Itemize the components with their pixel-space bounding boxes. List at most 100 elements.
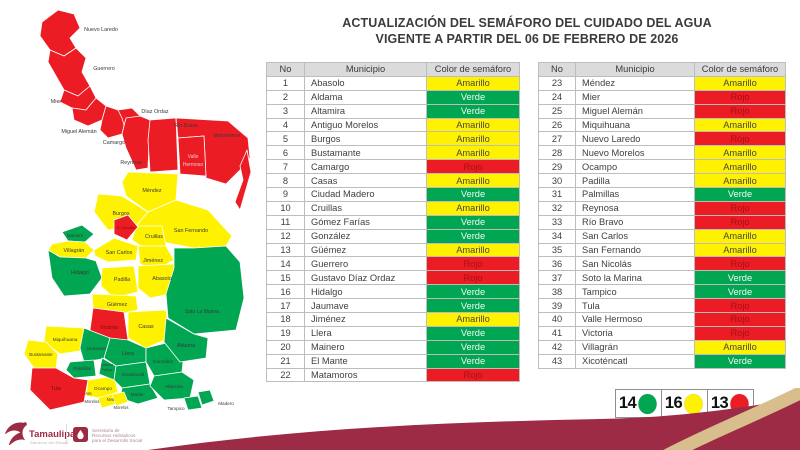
cell-municipio: Bustamante — [304, 145, 427, 161]
cell-number: 14 — [266, 256, 305, 272]
cell-municipio: San Carlos — [575, 228, 695, 244]
cell-semaforo: Amarillo — [426, 131, 520, 147]
cell-number: 17 — [266, 298, 305, 314]
footer-band-gold-swoosh — [663, 388, 800, 450]
cell-number: 11 — [266, 214, 305, 230]
cell-number: 22 — [266, 367, 305, 383]
cell-number: 25 — [538, 103, 576, 119]
cell-number: 8 — [266, 173, 305, 189]
cell-semaforo: Verde — [426, 103, 520, 119]
cell-semaforo: Verde — [426, 214, 520, 230]
cell-municipio: Nuevo Morelos — [575, 145, 695, 161]
table-row: 16 Hidalgo Verde — [266, 284, 520, 300]
table-row: 40 Valle Hermoso Rojo — [538, 312, 786, 327]
cell-number: 10 — [266, 200, 305, 216]
map-label-soto-la-marina: Soto La Marina — [185, 309, 219, 315]
map-region-valle-hermoso — [177, 135, 207, 177]
cell-semaforo: Amarillo — [426, 312, 520, 327]
cell-semaforo: Amarillo — [694, 339, 786, 355]
column-header: No — [538, 62, 576, 77]
cell-number: 38 — [538, 284, 576, 300]
cell-number: 18 — [266, 312, 305, 327]
cell-semaforo: Amarillo — [426, 173, 520, 189]
map-label-gomez-farias: Gómez — [101, 363, 113, 367]
map-region-ciudad-madero — [197, 389, 215, 406]
map-label-san-carlos: San Carlos — [106, 250, 133, 256]
cell-number: 26 — [538, 117, 576, 133]
cell-number: 4 — [266, 117, 305, 133]
cell-municipio: Gómez Farías — [304, 214, 427, 230]
page-title-line1: ACTUALIZACIÓN DEL SEMÁFORO DEL CUIDADO D… — [342, 16, 712, 30]
footer-band-maroon — [148, 398, 800, 450]
cell-semaforo: Amarillo — [694, 242, 786, 258]
brand-subtitle: Gobierno del Estado — [30, 441, 69, 445]
table-row: 24 Mier Rojo — [538, 89, 786, 105]
cell-municipio: Nuevo Laredo — [575, 131, 695, 147]
column-header: Color de semáforo — [694, 62, 786, 77]
cell-semaforo: Rojo — [694, 214, 786, 230]
map-region-tampico — [183, 395, 203, 411]
cell-number: 13 — [266, 242, 305, 258]
cell-number: 39 — [538, 298, 576, 314]
cell-number: 33 — [538, 214, 576, 230]
cell-municipio: Villagrán — [575, 339, 695, 355]
cell-semaforo: Rojo — [426, 159, 520, 175]
table-row: 27 Nuevo Laredo Rojo — [538, 131, 786, 147]
map-region-nuevo-laredo — [39, 9, 81, 57]
table-row: 23 Méndez Amarillo — [538, 75, 786, 91]
cell-semaforo: Rojo — [694, 103, 786, 119]
map-region-reynosa — [121, 115, 151, 171]
map-label-san-fernando: San Fernando — [174, 228, 208, 234]
cell-semaforo: Verde — [426, 325, 520, 341]
map-label-guerrero: Guerrero — [93, 66, 115, 72]
table-row: 39 Tula Rojo — [538, 298, 786, 314]
cell-municipio: Güémez — [304, 242, 427, 258]
cell-number: 35 — [538, 242, 576, 258]
table-row: 30 Padilla Amarillo — [538, 173, 786, 189]
map-label-llera: Llera — [122, 351, 134, 357]
cell-number: 23 — [538, 75, 576, 91]
cell-semaforo: Verde — [694, 284, 786, 300]
cell-semaforo: Amarillo — [426, 75, 520, 91]
cell-semaforo: Amarillo — [426, 117, 520, 133]
secretaria-name: Secretaría de Recursos Hidráulicos para el… — [92, 428, 142, 443]
map-label-jimenez: Jiménez — [143, 258, 163, 264]
cell-semaforo: Verde — [694, 270, 786, 286]
table-row: 43 Xicoténcatl Verde — [538, 353, 786, 369]
cell-number: 30 — [538, 173, 576, 189]
map-label-san-nicolas: S. Nicolás — [117, 225, 135, 230]
table-header-row: No Municipio Color de semáforo — [538, 62, 786, 77]
cell-semaforo: Rojo — [426, 256, 520, 272]
table-row: 9 Ciudad Madero Verde — [266, 187, 520, 202]
map-label-cruillas: Cruillas — [145, 234, 163, 240]
footer-band — [148, 388, 800, 450]
table-header-row: No Municipio Color de semáforo — [266, 62, 520, 77]
table-row: 18 Jiménez Amarillo — [266, 312, 520, 327]
cell-number: 37 — [538, 270, 576, 286]
cell-number: 3 — [266, 103, 305, 119]
map-region-tula — [29, 367, 89, 411]
page-title-line2: VIGENTE A PARTIR DEL 06 DE FEBRERO DE 20… — [375, 31, 679, 46]
table-row: 22 Matamoros Rojo — [266, 367, 520, 383]
table-row: 5 Burgos Amarillo — [266, 131, 520, 147]
legend-count: 14 — [618, 394, 637, 412]
municipality-table-1: No Municipio Color de semáforo 1 Abasolo Ama… — [266, 62, 520, 383]
table-row: 28 Nuevo Morelos Amarillo — [538, 145, 786, 161]
map-label-antiguo-morelos: Ant. — [85, 391, 92, 396]
cell-number: 41 — [538, 325, 576, 341]
cell-municipio: San Fernando — [575, 242, 695, 258]
legend-item-amarillo: 16 — [661, 389, 708, 418]
cell-municipio: Hidalgo — [304, 284, 427, 300]
map-label-diaz-ordaz: Díaz Ordaz — [141, 109, 169, 115]
table-row: 37 Soto la Marina Verde — [538, 270, 786, 286]
cell-semaforo: Amarillo — [694, 159, 786, 175]
map-region-soto-la-marina — [165, 245, 245, 335]
secretaria-drop-icon — [73, 427, 88, 442]
legend-count: 13 — [710, 394, 729, 412]
table-row: 6 Bustamante Amarillo — [266, 145, 520, 161]
map-region-guerrero — [47, 47, 91, 97]
table-row: 17 Jaumave Verde — [266, 298, 520, 314]
cell-number: 2 — [266, 89, 305, 105]
column-header: Municipio — [575, 62, 695, 77]
map-region-mainero — [61, 224, 95, 243]
